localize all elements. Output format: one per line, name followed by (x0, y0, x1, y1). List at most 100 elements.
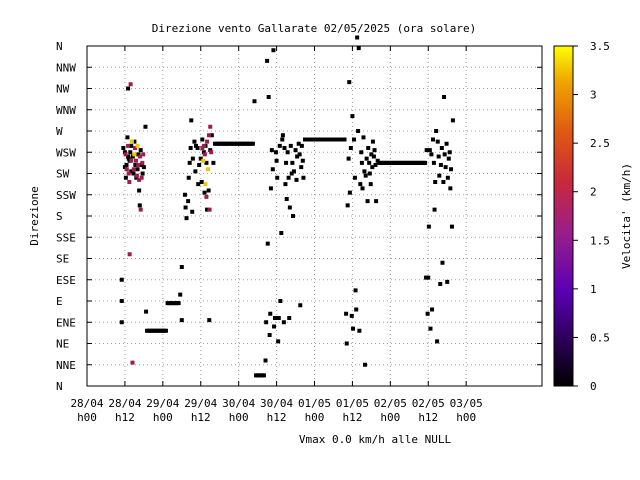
data-point (449, 167, 453, 172)
data-point-colored (204, 194, 209, 199)
data-point (299, 143, 304, 148)
x-tick-date: 02/05 (412, 397, 445, 410)
y-tick-label: NNW (56, 61, 76, 74)
data-point-colored (136, 163, 141, 167)
data-point (123, 175, 128, 180)
data-point (356, 46, 361, 51)
data-point (163, 328, 168, 333)
colorbar-tick-label: 1 (590, 283, 597, 296)
data-point (250, 141, 255, 146)
data-point (353, 288, 358, 293)
data-point-colored (127, 252, 132, 257)
data-point (443, 165, 448, 170)
data-point (183, 205, 188, 210)
y-tick-label: SE (56, 253, 69, 266)
data-point (351, 137, 356, 142)
data-point (286, 175, 291, 180)
data-point (444, 141, 449, 146)
data-point-colored (129, 158, 134, 163)
data-point-colored (207, 207, 212, 212)
y-tick-label: WNW (56, 104, 76, 117)
data-point (209, 133, 214, 138)
data-point (280, 133, 285, 138)
data-point (442, 95, 447, 99)
y-tick-label: NW (56, 83, 70, 96)
colorbar-tick-label: 3.5 (590, 40, 610, 53)
data-point (440, 260, 445, 265)
data-point (357, 328, 362, 333)
data-point (366, 146, 371, 150)
data-point (295, 154, 300, 159)
data-point-colored (127, 180, 132, 184)
data-point (124, 163, 129, 167)
data-point (450, 118, 455, 123)
data-point (201, 150, 206, 155)
data-point (370, 165, 375, 170)
data-point (274, 158, 279, 163)
y-axis-label: Direzione (28, 186, 41, 246)
data-point (445, 279, 450, 284)
data-point (367, 160, 372, 165)
data-point (143, 124, 148, 129)
data-point (293, 148, 298, 153)
data-point-colored (202, 152, 207, 157)
y-tick-label: WSW (56, 146, 76, 159)
data-point (202, 190, 207, 195)
data-point (268, 186, 273, 191)
data-point (204, 160, 209, 165)
x-axis: 28/04h0028/04h1229/04h0029/04h1230/04h00… (70, 46, 483, 424)
x-tick-hour: h00 (456, 411, 476, 424)
data-point-colored (134, 173, 139, 178)
data-point (361, 135, 366, 140)
colorbar-ticks: 0 0.5 1 1.5 2 2.5 3 3.5 (573, 40, 610, 393)
data-point (367, 171, 372, 176)
data-point (373, 163, 378, 167)
x-tick-date: 28/04 (70, 397, 103, 410)
data-point (122, 150, 127, 155)
data-point (270, 167, 275, 172)
data-point (424, 275, 429, 280)
data-point (359, 160, 364, 165)
data-point (134, 175, 139, 180)
data-point (349, 313, 354, 318)
data-point (197, 163, 202, 167)
data-point (267, 333, 272, 337)
data-point (179, 265, 184, 269)
data-point (436, 154, 441, 159)
data-point (272, 324, 277, 329)
data-point (190, 156, 195, 161)
data-point-colored (141, 152, 146, 157)
x-tick-date: 01/05 (298, 397, 331, 410)
y-tick-label: E (56, 295, 63, 308)
data-point (121, 146, 126, 150)
data-point (424, 148, 429, 153)
data-point-colored (139, 175, 144, 180)
data-point (374, 199, 379, 204)
data-point (190, 209, 195, 214)
data-point (268, 311, 273, 316)
data-point (359, 150, 364, 155)
x-tick-hour: h00 (305, 411, 325, 424)
data-point (294, 177, 299, 182)
data-point (429, 152, 434, 157)
data-point-colored (206, 133, 211, 138)
data-point (430, 137, 435, 142)
colorbar-tick-label: 0 (590, 380, 597, 393)
data-point (287, 205, 292, 210)
data-point (299, 165, 304, 170)
data-point-colored (133, 158, 138, 163)
data-point (192, 139, 197, 144)
data-point-colored (126, 143, 131, 148)
data-point-colored (135, 143, 140, 148)
data-point (289, 171, 294, 176)
data-point (208, 148, 213, 153)
data-point-colored (124, 167, 129, 172)
data-point (136, 152, 141, 157)
data-point (277, 143, 282, 148)
data-point (437, 173, 442, 178)
data-point-colored (201, 143, 206, 148)
data-point-colored (123, 152, 128, 157)
y-tick-label: N (56, 380, 63, 393)
data-point (345, 203, 350, 208)
grid-lines (87, 46, 542, 386)
